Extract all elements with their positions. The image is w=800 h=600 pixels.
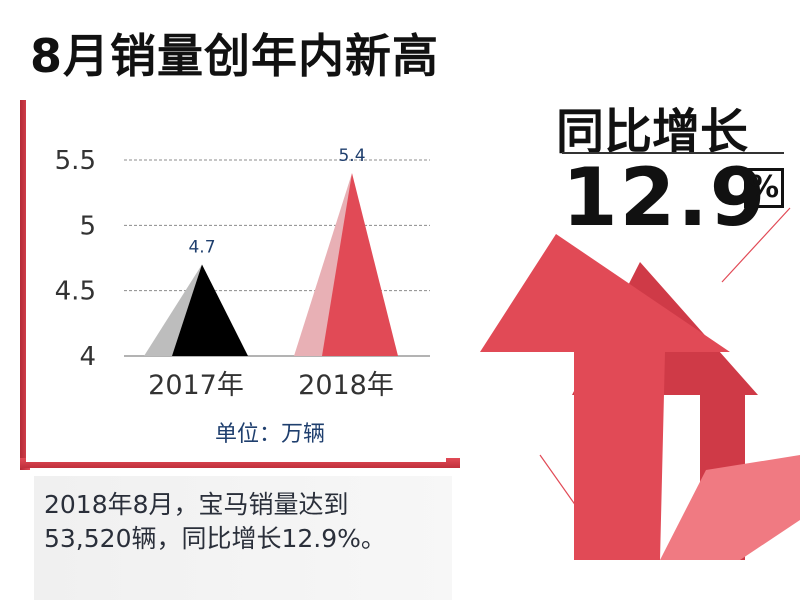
data-label: 5.4	[338, 146, 365, 166]
caption-box	[34, 476, 452, 600]
x-tick-label: 2017年	[148, 370, 244, 401]
page-title: 8月销量创年内新高	[30, 29, 440, 83]
card-accent-left	[20, 100, 30, 470]
bar	[172, 264, 248, 356]
yoy-label: 同比增长	[556, 104, 749, 160]
data-label: 4.7	[188, 238, 215, 258]
caption-line-1: 2018年8月，宝马销量达到	[44, 490, 349, 519]
bar-chart: 4 4.5 5 5.5 4.7 5.4 2017年 2018年	[55, 146, 430, 401]
up-arrow-icon	[480, 207, 800, 560]
caption-line-2: 53,520辆，同比增长12.9%。	[44, 524, 386, 553]
y-tick-label: 5.5	[55, 146, 96, 176]
card-accent-bottom	[20, 458, 460, 468]
y-tick-label: 5	[79, 211, 96, 241]
y-tick-label: 4	[79, 342, 96, 372]
unit-label: 单位：万辆	[214, 422, 325, 447]
yoy-value: 12.9	[562, 151, 768, 244]
yoy-divider	[562, 152, 784, 154]
x-tick-label: 2018年	[298, 370, 394, 401]
y-tick-label: 4.5	[55, 277, 96, 307]
percent-icon: %	[744, 168, 784, 208]
caption-text: 2018年8月，宝马销量达到 53,520辆，同比增长12.9%。	[44, 488, 444, 556]
bar	[322, 173, 398, 356]
